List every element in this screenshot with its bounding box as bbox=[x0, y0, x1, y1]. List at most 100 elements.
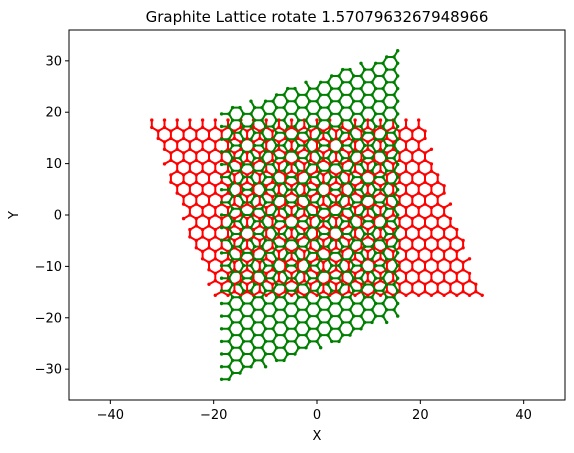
atom-point bbox=[252, 295, 257, 299]
atom-point bbox=[162, 162, 167, 166]
atom-point bbox=[381, 86, 385, 91]
atom-point bbox=[429, 184, 434, 188]
atom-point bbox=[302, 279, 306, 283]
atom-point bbox=[417, 293, 421, 297]
atom-point bbox=[213, 125, 217, 130]
atom-point bbox=[308, 86, 312, 91]
atom-point bbox=[226, 206, 230, 210]
atom-point bbox=[372, 158, 376, 162]
atom-point bbox=[194, 129, 198, 133]
atom-point bbox=[442, 257, 446, 261]
atom-point bbox=[337, 251, 341, 255]
atom-point bbox=[194, 238, 198, 243]
atom-point bbox=[293, 238, 297, 242]
atom-point bbox=[429, 279, 434, 283]
atom-point bbox=[348, 93, 352, 97]
atom-point bbox=[404, 213, 408, 217]
atom-point bbox=[274, 118, 279, 122]
atom-point bbox=[326, 93, 330, 97]
atom-point bbox=[230, 194, 235, 198]
atom-point bbox=[315, 235, 319, 239]
atom-point bbox=[283, 224, 287, 228]
atom-point bbox=[321, 173, 326, 177]
atom-point bbox=[410, 238, 414, 243]
atom-point bbox=[326, 282, 330, 287]
atom-point bbox=[334, 136, 338, 141]
atom-point bbox=[302, 125, 306, 130]
atom-point bbox=[321, 246, 326, 250]
atom-point bbox=[337, 263, 341, 268]
atom-point bbox=[289, 257, 294, 261]
atom-point bbox=[392, 67, 396, 72]
atom-point bbox=[404, 227, 408, 232]
atom-point bbox=[297, 105, 301, 110]
atom-point bbox=[241, 327, 246, 331]
atom-point bbox=[249, 99, 253, 103]
atom-point bbox=[286, 327, 290, 331]
atom-point bbox=[337, 225, 341, 230]
atom-point bbox=[391, 147, 395, 151]
atom-point bbox=[330, 339, 334, 344]
atom-point bbox=[260, 257, 264, 261]
atom-point bbox=[397, 129, 402, 133]
atom-point bbox=[442, 184, 446, 188]
atom-point bbox=[423, 246, 427, 250]
atom-point bbox=[238, 257, 242, 261]
atom-point bbox=[330, 314, 334, 318]
atom-point bbox=[359, 137, 363, 141]
atom-point bbox=[241, 339, 246, 344]
atom-point bbox=[410, 129, 414, 133]
atom-point bbox=[169, 180, 173, 184]
atom-point bbox=[404, 118, 408, 122]
atom-point bbox=[448, 246, 453, 250]
atom-point bbox=[227, 124, 231, 129]
atom-point bbox=[297, 207, 301, 211]
atom-point bbox=[239, 227, 243, 232]
atom-point bbox=[188, 227, 192, 232]
atom-point bbox=[219, 327, 224, 331]
atom-point bbox=[378, 271, 383, 276]
atom-point bbox=[341, 156, 345, 160]
atom-point bbox=[274, 156, 279, 160]
atom-point bbox=[252, 257, 257, 261]
atom-point bbox=[423, 158, 427, 162]
atom-point bbox=[260, 282, 264, 287]
atom-point bbox=[334, 289, 338, 294]
atom-point bbox=[245, 173, 249, 177]
atom-point bbox=[381, 263, 385, 268]
atom-point bbox=[207, 268, 211, 272]
atom-point bbox=[396, 263, 400, 268]
atom-point bbox=[334, 238, 338, 243]
atom-point bbox=[330, 238, 334, 242]
atom-point bbox=[404, 279, 408, 283]
atom-point bbox=[308, 129, 313, 133]
atom-point bbox=[239, 235, 243, 239]
atom-point bbox=[417, 191, 421, 195]
atom-point bbox=[304, 282, 308, 287]
atom-point bbox=[230, 131, 235, 135]
atom-point bbox=[423, 289, 427, 294]
atom-point bbox=[330, 301, 334, 306]
atom-point bbox=[169, 129, 173, 133]
atom-point bbox=[347, 151, 351, 155]
atom-point bbox=[330, 99, 334, 103]
atom-point bbox=[374, 276, 378, 280]
atom-point bbox=[181, 158, 186, 162]
atom-point bbox=[337, 200, 341, 205]
atom-point bbox=[392, 308, 396, 312]
atom-point bbox=[378, 227, 383, 232]
atom-point bbox=[326, 207, 330, 211]
atom-point bbox=[392, 181, 396, 186]
atom-point bbox=[200, 257, 205, 261]
atom-point bbox=[249, 150, 253, 154]
atom-point bbox=[348, 244, 352, 249]
atom-point bbox=[374, 263, 378, 268]
atom-point bbox=[241, 213, 246, 217]
atom-point bbox=[283, 173, 287, 177]
atom-point bbox=[308, 195, 313, 199]
atom-point bbox=[219, 377, 224, 381]
atom-point bbox=[337, 238, 341, 242]
atom-point bbox=[252, 244, 257, 249]
atom-point bbox=[286, 86, 290, 91]
atom-point bbox=[429, 213, 434, 217]
